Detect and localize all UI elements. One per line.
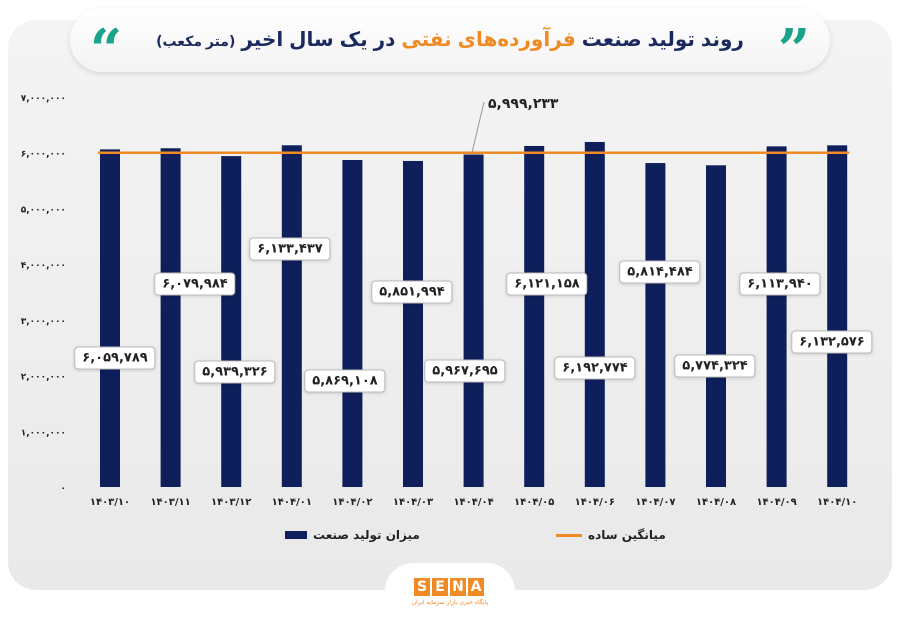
data-label: ۶,۱۲۱,۱۵۸ (506, 272, 588, 296)
bar (221, 156, 242, 487)
x-tick-label: ۱۴۰۳/۱۲ (211, 497, 251, 508)
x-tick-label: ۱۴۰۳/۱۰ (90, 497, 130, 508)
y-tick-label: ۲,۰۰۰,۰۰۰ (21, 373, 66, 383)
bar (403, 160, 423, 487)
data-label: ۵,۸۵۱,۹۹۴ (371, 280, 453, 304)
x-tick-label: ۱۴۰۴/۰۱ (272, 497, 312, 508)
title-unit: (متر مکعب) (156, 34, 236, 50)
legend-bars-swatch (285, 531, 307, 539)
x-tick-label: ۱۴۰۴/۰۶ (575, 497, 615, 508)
bar (766, 146, 787, 487)
data-label: ۶,۱۳۳,۴۳۷ (249, 237, 331, 261)
y-tick-label: ۵,۰۰۰,۰۰۰ (21, 205, 66, 215)
data-label: ۵,۸۶۹,۱۰۸ (304, 369, 386, 393)
bar (160, 148, 181, 487)
bar (463, 154, 484, 487)
bar (281, 145, 302, 487)
x-tick-label: ۱۴۰۴/۰۲ (332, 497, 372, 508)
y-tick-label: ۶,۰۰۰,۰۰۰ (21, 150, 66, 160)
legend-bars: میزان تولید صنعت (285, 528, 420, 542)
legend-bars-label: میزان تولید صنعت (313, 528, 420, 542)
data-label: ۶,۱۹۲,۷۷۴ (554, 356, 636, 380)
y-tick-label: ۳,۰۰۰,۰۰۰ (21, 317, 66, 327)
x-tick-label: ۱۴۰۳/۱۱ (150, 497, 190, 508)
bar (342, 160, 363, 487)
data-label: ۵,۹۳۹,۳۲۶ (194, 360, 276, 384)
title-highlight: فرآورده‌های نفتی (401, 27, 576, 51)
data-label: ۵,۷۷۴,۳۲۴ (674, 354, 756, 378)
bar (827, 145, 848, 487)
bar (100, 149, 120, 487)
data-label: ۶,۰۷۹,۹۸۴ (154, 272, 236, 296)
bar (706, 165, 726, 487)
data-label: ۶,۱۳۲,۵۷۶ (791, 330, 873, 354)
y-tick-label: ۱,۰۰۰,۰۰۰ (21, 428, 66, 438)
data-label: ۶,۱۱۳,۹۴۰ (739, 272, 821, 296)
bar (645, 163, 666, 487)
x-tick-label: ۱۴۰۴/۰۳ (393, 497, 433, 508)
chart-card (8, 20, 892, 590)
legend-average-swatch (556, 533, 582, 537)
y-tick-label: ۰ (61, 484, 67, 494)
open-quote-icon: “ (89, 17, 123, 83)
x-tick-label: ۱۴۰۴/۰۹ (756, 497, 796, 508)
logo-subtitle: پایگاه خبری بازار سرمایه ایران (411, 599, 489, 606)
legend-average: میانگین ساده (556, 528, 666, 542)
x-tick-label: ۱۴۰۴/۰۵ (514, 497, 554, 508)
legend-average-label: میانگین ساده (588, 528, 666, 542)
title-bar: “ ” روند تولید صنعت فرآورده‌های نفتی در … (70, 8, 830, 78)
chart-title: روند تولید صنعت فرآورده‌های نفتی در یک س… (150, 27, 750, 51)
bar (584, 141, 605, 488)
x-tick-label: ۱۴۰۴/۰۷ (635, 497, 675, 508)
data-label: ۵,۹۶۷,۶۹۵ (424, 359, 506, 383)
bar (524, 145, 545, 487)
x-tick-label: ۱۴۰۴/۱۰ (817, 497, 857, 508)
average-label-leader (471, 101, 485, 153)
x-tick-label: ۱۴۰۴/۰۸ (696, 497, 736, 508)
y-tick-label: ۴,۰۰۰,۰۰۰ (21, 261, 66, 271)
data-label: ۶,۰۵۹,۷۸۹ (74, 346, 156, 370)
close-quote-icon: ” (777, 17, 811, 83)
average-label: ۵,۹۹۹,۲۳۳ (488, 96, 559, 112)
y-tick-label: ۷,۰۰۰,۰۰۰ (21, 94, 66, 104)
title-part2: در یک سال اخیر (241, 27, 396, 51)
x-tick-label: ۱۴۰۴/۰۴ (453, 497, 493, 508)
data-label: ۵,۸۱۴,۴۸۴ (619, 260, 701, 284)
title-part1: روند تولید صنعت (581, 27, 744, 51)
